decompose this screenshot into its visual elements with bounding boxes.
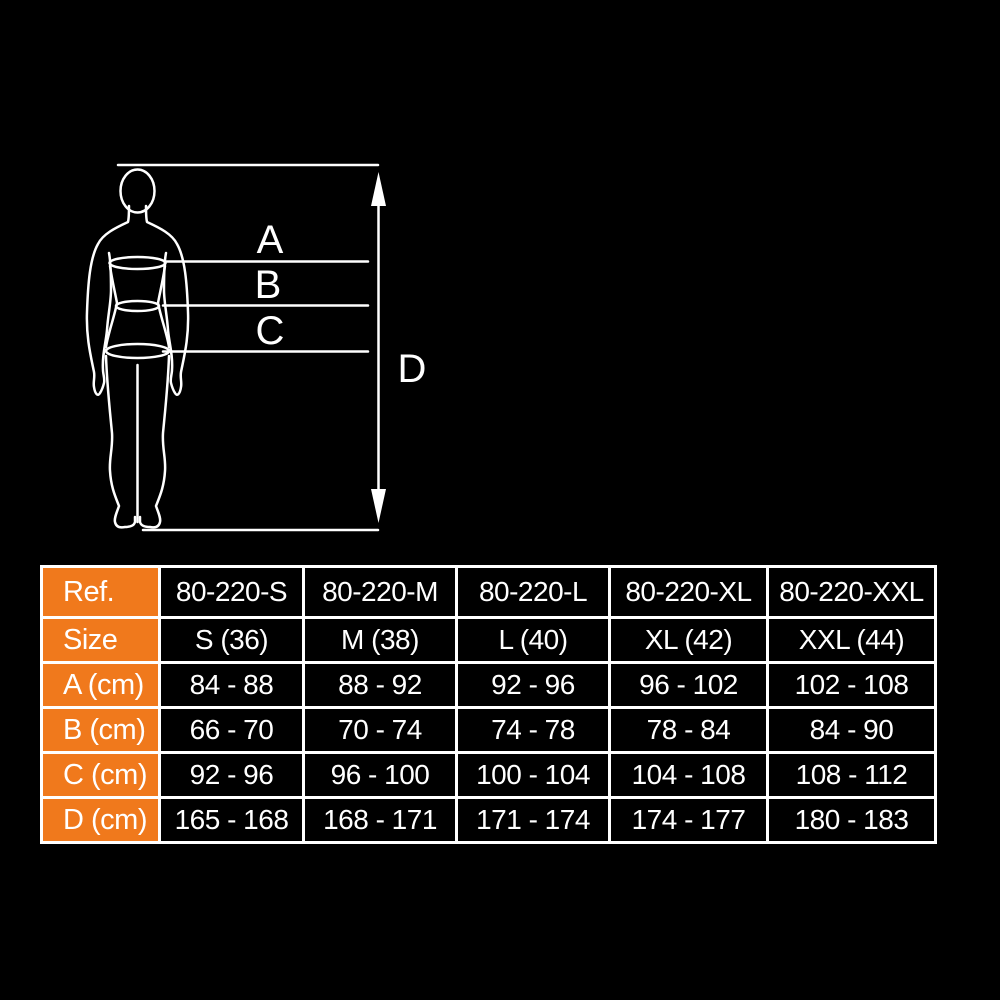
size-cell-xl: XL (42) xyxy=(608,616,769,664)
waist-label: B xyxy=(255,263,282,307)
ref-cell-xl: 80-220-XL xyxy=(608,565,769,619)
c-cell-l: 100 - 104 xyxy=(455,751,611,799)
b-cell-l: 74 - 78 xyxy=(455,706,611,754)
table-row-a: A (cm) 84 - 88 88 - 92 92 - 96 96 - 102 … xyxy=(40,661,937,709)
a-cell-m: 88 - 92 xyxy=(302,661,458,709)
a-cell-s: 84 - 88 xyxy=(158,661,305,709)
b-cell-xxl: 84 - 90 xyxy=(766,706,937,754)
ref-cell-s: 80-220-S xyxy=(158,565,305,619)
ref-cell-m: 80-220-M xyxy=(302,565,458,619)
a-cell-l: 92 - 96 xyxy=(455,661,611,709)
ref-cell-l: 80-220-L xyxy=(455,565,611,619)
body-measurement-diagram: A B C D xyxy=(85,163,427,532)
right-arm-outline xyxy=(144,204,190,396)
size-cell-xxl: XXL (44) xyxy=(766,616,937,664)
height-arrow-head-bottom xyxy=(371,489,386,523)
table-row-ref: Ref. 80-220-S 80-220-M 80-220-L 80-220-X… xyxy=(40,565,937,619)
ref-cell-xxl: 80-220-XXL xyxy=(766,565,937,619)
d-cell-xxl: 180 - 183 xyxy=(766,796,937,844)
size-cell-s: S (36) xyxy=(158,616,305,664)
a-cell-xl: 96 - 102 xyxy=(608,661,769,709)
size-table: Ref. 80-220-S 80-220-M 80-220-L 80-220-X… xyxy=(40,565,937,844)
row-header-b: B (cm) xyxy=(40,706,161,754)
hip-ellipse xyxy=(104,342,171,360)
measurement-lines xyxy=(116,163,386,532)
table-row-size: Size S (36) M (38) L (40) XL (42) XXL (4… xyxy=(40,616,937,664)
table-row-b: B (cm) 66 - 70 70 - 74 74 - 78 78 - 84 8… xyxy=(40,706,937,754)
table-row-d: D (cm) 165 - 168 168 - 171 171 - 174 174… xyxy=(40,796,937,844)
b-cell-m: 70 - 74 xyxy=(302,706,458,754)
row-header-c: C (cm) xyxy=(40,751,161,799)
c-cell-s: 92 - 96 xyxy=(158,751,305,799)
chest-label: A xyxy=(257,218,284,262)
a-cell-xxl: 102 - 108 xyxy=(766,661,937,709)
d-cell-xl: 174 - 177 xyxy=(608,796,769,844)
human-figure xyxy=(85,168,190,529)
bust-ellipse xyxy=(108,255,167,271)
height-arrow-head-top xyxy=(371,172,386,206)
row-header-ref: Ref. xyxy=(40,565,161,619)
d-cell-l: 171 - 174 xyxy=(455,796,611,844)
row-header-a: A (cm) xyxy=(40,661,161,709)
height-arrow xyxy=(371,172,386,523)
row-header-size: Size xyxy=(40,616,161,664)
c-cell-xl: 104 - 108 xyxy=(608,751,769,799)
c-cell-m: 96 - 100 xyxy=(302,751,458,799)
left-arm-outline xyxy=(85,204,131,396)
b-cell-xl: 78 - 84 xyxy=(608,706,769,754)
size-cell-m: M (38) xyxy=(302,616,458,664)
table-row-c: C (cm) 92 - 96 96 - 100 100 - 104 104 - … xyxy=(40,751,937,799)
torso-left-side xyxy=(104,264,119,349)
left-leg-outline xyxy=(104,354,137,529)
size-cell-l: L (40) xyxy=(455,616,611,664)
right-leg-outline xyxy=(138,354,171,529)
b-cell-s: 66 - 70 xyxy=(158,706,305,754)
waist-ellipse xyxy=(114,299,161,313)
torso-right-side xyxy=(156,264,171,349)
d-cell-m: 168 - 171 xyxy=(302,796,458,844)
row-header-d: D (cm) xyxy=(40,796,161,844)
d-cell-s: 165 - 168 xyxy=(158,796,305,844)
height-label: D xyxy=(398,347,427,391)
head xyxy=(119,168,156,214)
c-cell-xxl: 108 - 112 xyxy=(766,751,937,799)
hips-label: C xyxy=(256,309,285,353)
